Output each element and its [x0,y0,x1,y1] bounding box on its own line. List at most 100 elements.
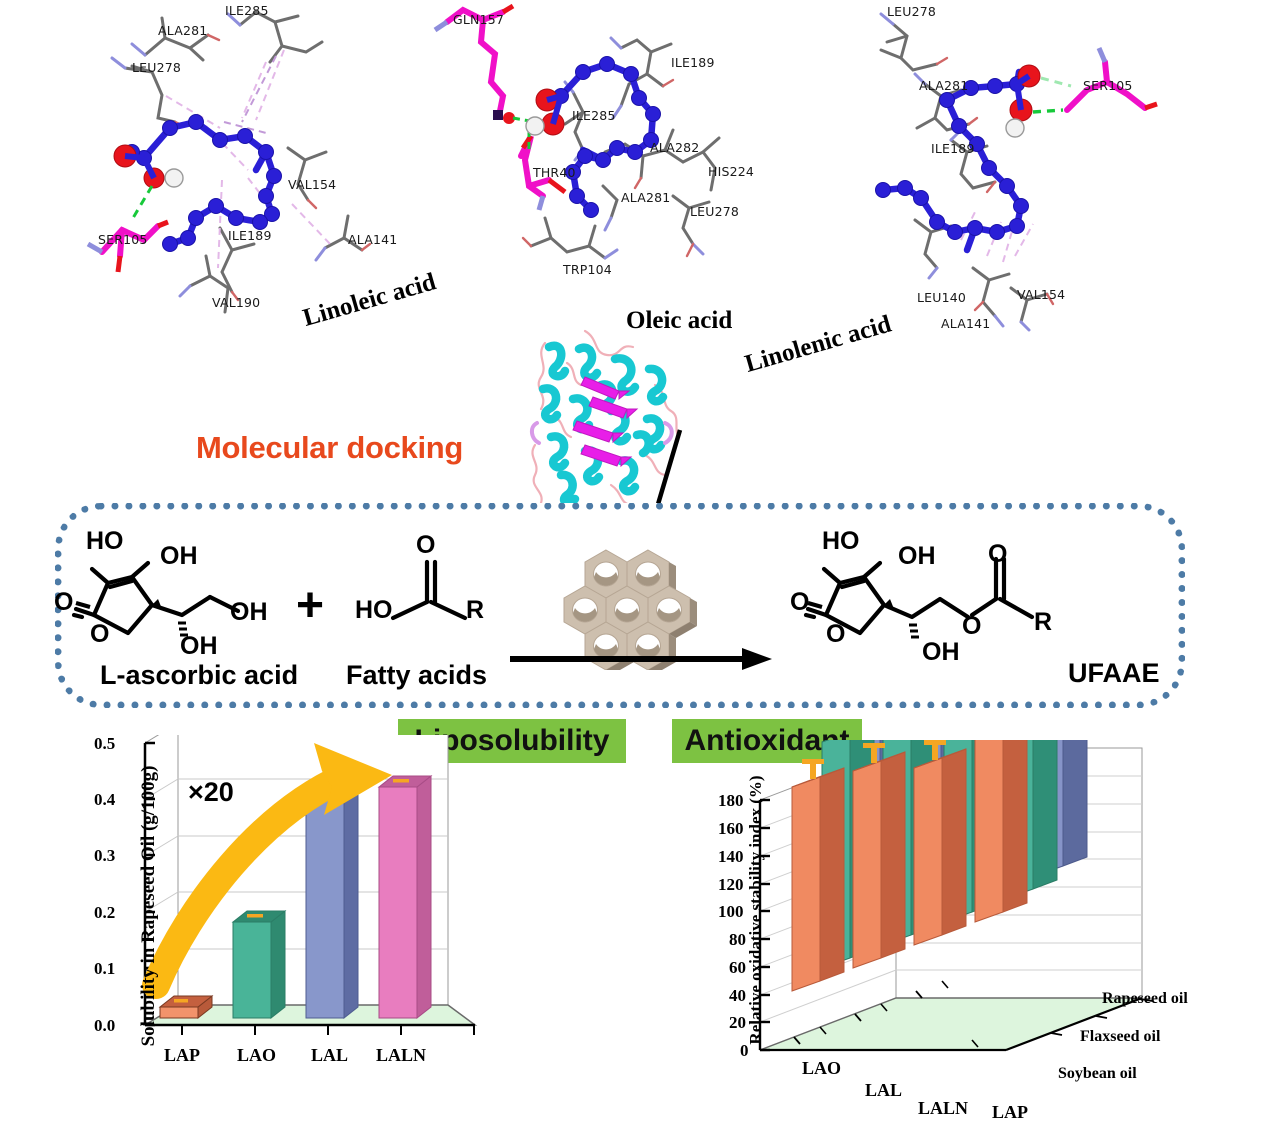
atom-oh-product-1: OH [898,542,936,570]
liposolubility-cat-lao: LAO [237,1045,277,1065]
fold-increase-annotation: ×20 [188,777,234,807]
residue-label-thr40: THR40 [533,165,576,180]
residue-label-trp104: TRP104 [563,262,612,277]
antioxidant-ytick-160: 160 [718,819,744,838]
residue-label-val154: VAL154 [288,177,337,192]
linoleic-docking-render [86,10,372,314]
atom-o-carbonyl-product: O [790,588,810,616]
residue-label-leu278: LEU278 [132,60,182,75]
linolenic-docking-render [875,12,1158,332]
docking-panel-linolenic: LEU278 ALA281 SER105 ILE189 LEU140 VAL15… [855,0,1255,360]
antioxidant-ytick-0: 0 [740,1041,749,1060]
liposolubility-ytick-3: 0.3 [94,846,116,865]
liposolubility-cat-lal: LAL [311,1045,349,1065]
residue-label-ser105: SER105 [98,232,148,247]
oleic-docking-render [433,3,721,260]
atom-o-ring-product: O [826,620,846,648]
bar-lao [231,909,287,1020]
fatty-acid-skeleton [390,559,468,621]
bar-lal [304,785,360,1020]
liposolubility-ytick-5: 0.5 [94,734,116,753]
liposolubility-ytick-2: 0.2 [94,903,116,922]
antioxidant-series-soybean: Soybean oil [1058,1065,1137,1082]
antioxidant-cat-lao: LAO [802,1058,842,1078]
docking-panel-oleic: GLN157 ILE189 ILE285 ALA282 HIS224 THR40… [425,0,805,330]
liposolubility-cat-lap: LAP [164,1045,200,1065]
antioxidant-y-axis-title: Relative oxidative stability index (%) [746,775,765,1045]
atom-oh-ascorbic-1: OH [160,542,198,570]
residue-label-gln157: GLN157 [453,12,505,27]
residue-label-ala141: ALA141 [941,316,991,331]
reaction-arrow [510,648,772,670]
atom-o-fatty: O [416,531,436,559]
liposolubility-y-axis-title: Solubility in Rapeseed Oil (g/100g) [138,765,159,1047]
atom-ho-ascorbic: HO [86,527,124,555]
antioxidant-ytick-20: 20 [729,1013,746,1032]
atom-r-product: R [1034,608,1053,636]
fatty-acids-label: Fatty acids [346,660,488,690]
liposolubility-ytick-0: 0.0 [94,1016,116,1035]
growth-arrow [142,743,392,999]
liposolubility-plot [142,722,478,1035]
antioxidant-ytick-60: 60 [729,958,746,977]
residue-label-ser105: SER105 [1083,78,1133,93]
docking-panel-linoleic: ALA281 ILE285 LEU278 VAL154 SER105 ILE18… [70,0,470,400]
antioxidant-cat-lap: LAP [992,1102,1028,1122]
ufaae-skeleton [803,556,1035,639]
bar-lap [158,994,214,1020]
atom-ho-product: HO [822,527,860,555]
l-ascorbic-acid-structure [70,525,290,650]
atom-o-ester-link: O [962,612,982,640]
residue-label-ile285: ILE285 [572,108,616,123]
atom-oh-product-2: OH [922,638,960,666]
residue-label-ile189: ILE189 [228,228,272,243]
atom-r-fatty: R [466,596,485,624]
atom-ho-fatty: HO [355,596,393,624]
antioxidant-ytick-80: 80 [729,930,746,949]
antioxidant-cat-laln: LALN [918,1098,969,1118]
residue-label-ala282: ALA282 [650,140,700,155]
liposolubility-cat-laln: LALN [376,1045,427,1065]
liposolubility-ytick-1: 0.1 [94,959,116,978]
protein-ribbon-svg [530,329,681,508]
residue-label-ile189: ILE189 [671,55,715,70]
residue-label-leu140: LEU140 [917,290,967,305]
residue-label-ala281: ALA281 [919,78,969,93]
antioxidant-series-rapeseed: Rapeseed oil [1102,990,1188,1007]
residue-label-ala281: ALA281 [158,23,208,38]
residue-label-ile189: ILE189 [931,141,975,156]
liposolubility-chart: Solubility in Rapeseed Oil (g/100g) [94,722,500,1115]
protein-ribbon-structure [515,325,690,510]
antioxidant-series-flaxseed: Flaxseed oil [1080,1028,1161,1045]
residue-label-leu278: LEU278 [690,204,740,219]
antioxidant-ytick-40: 40 [729,986,746,1005]
antioxidant-plot [758,609,1153,1052]
fatty-acid-structure [365,540,495,630]
bar-laln [377,774,433,1020]
ascorbic-skeleton [71,560,241,637]
residue-label-leu278: LEU278 [887,4,937,19]
plus-sign: + [296,579,325,632]
antioxidant-ytick-120: 120 [718,875,744,894]
ufaae-product-structure [800,525,1100,655]
atom-o-ring-ascorbic: O [90,620,110,648]
antioxidant-cat-lal: LAL [865,1080,903,1100]
residue-label-val154: VAL154 [1017,287,1066,302]
atom-oh-ascorbic-2: OH [230,598,268,626]
residue-label-ala141: ALA141 [348,232,398,247]
residue-label-his224: HIS224 [708,164,755,179]
atom-o-carbonyl-ascorbic: O [54,588,74,616]
residue-label-val190: VAL190 [212,295,261,310]
ufaae-label: UFAAE [1068,658,1160,688]
atom-o-ester-carbonyl: O [988,540,1008,568]
antioxidant-chart: Relative oxidative stability index (%) [710,609,1210,1126]
residue-label-ala281: ALA281 [621,190,671,205]
atom-oh-ascorbic-3: OH [180,632,218,660]
ligand-name-oleic: Oleic acid [626,307,733,334]
antioxidant-ytick-140: 140 [718,847,744,866]
antioxidant-ytick-100: 100 [718,902,744,921]
molecular-docking-title: Molecular docking [196,430,464,465]
l-ascorbic-acid-label: L-ascorbic acid [100,660,299,690]
liposolubility-ytick-4: 0.4 [94,790,116,809]
residue-label-ile285: ILE285 [225,3,269,18]
